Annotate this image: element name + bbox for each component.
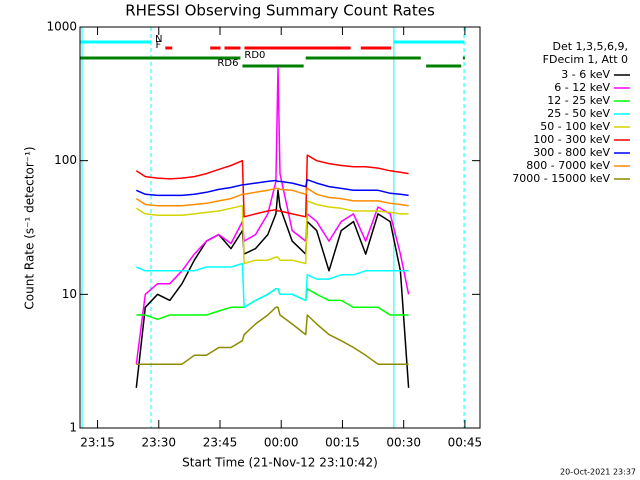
y-tick-label: 1 (69, 421, 77, 435)
x-tick-label: 00:30 (386, 436, 421, 450)
plot-frame (79, 26, 481, 429)
y-tick-label: 10 (62, 287, 77, 301)
x-tick-label: 23:30 (141, 436, 176, 450)
series-line (136, 288, 409, 321)
series-line (135, 178, 409, 197)
legend-label: 7000 - 15000 keV (512, 172, 610, 185)
flag-label: RD0 (244, 50, 265, 61)
timestamp: 20-Oct-2021 23:37 (560, 468, 636, 477)
legend-label: 12 - 25 keV (547, 94, 610, 107)
series-line (136, 306, 409, 365)
x-tick-label: 23:15 (80, 436, 115, 450)
legend-label: 3 - 6 keV (561, 68, 610, 81)
series-line (135, 189, 410, 388)
flag-label: RD6 (217, 58, 238, 69)
legend-label: 300 - 800 keV (533, 146, 610, 159)
series-line (135, 200, 409, 265)
plot-area (80, 27, 465, 428)
series-line (136, 262, 409, 309)
legend-header: Det 1,3,5,6,9, (552, 40, 628, 53)
legend-label: 25 - 50 keV (547, 107, 610, 120)
x-tick-label: 00:15 (325, 436, 360, 450)
chart-title: RHESSI Observing Summary Count Rates (125, 2, 435, 20)
flag-label: N (155, 34, 162, 45)
x-tick-label: 23:45 (203, 436, 238, 450)
legend-label: 50 - 100 keV (540, 120, 610, 133)
x-tick-label: 00:45 (448, 436, 483, 450)
series-line (135, 187, 409, 207)
x-tick-label: 00:00 (264, 436, 299, 450)
legend-label: 100 - 300 keV (533, 133, 610, 146)
series-line (135, 66, 410, 365)
flag-label: F (156, 40, 162, 51)
legend-label: 800 - 7000 keV (526, 159, 610, 172)
legend-header: FDecim 1, Att 0 (543, 53, 628, 66)
y-tick-label: 1000 (46, 20, 77, 34)
y-tick-label: 100 (54, 153, 77, 167)
x-axis-label: Start Time (21-Nov-12 23:10:42) (182, 456, 378, 470)
legend-label: 6 - 12 keV (554, 81, 610, 94)
y-axis-label: Count Rate (s⁻¹ detector⁻¹) (23, 146, 37, 309)
series-line (135, 154, 409, 218)
